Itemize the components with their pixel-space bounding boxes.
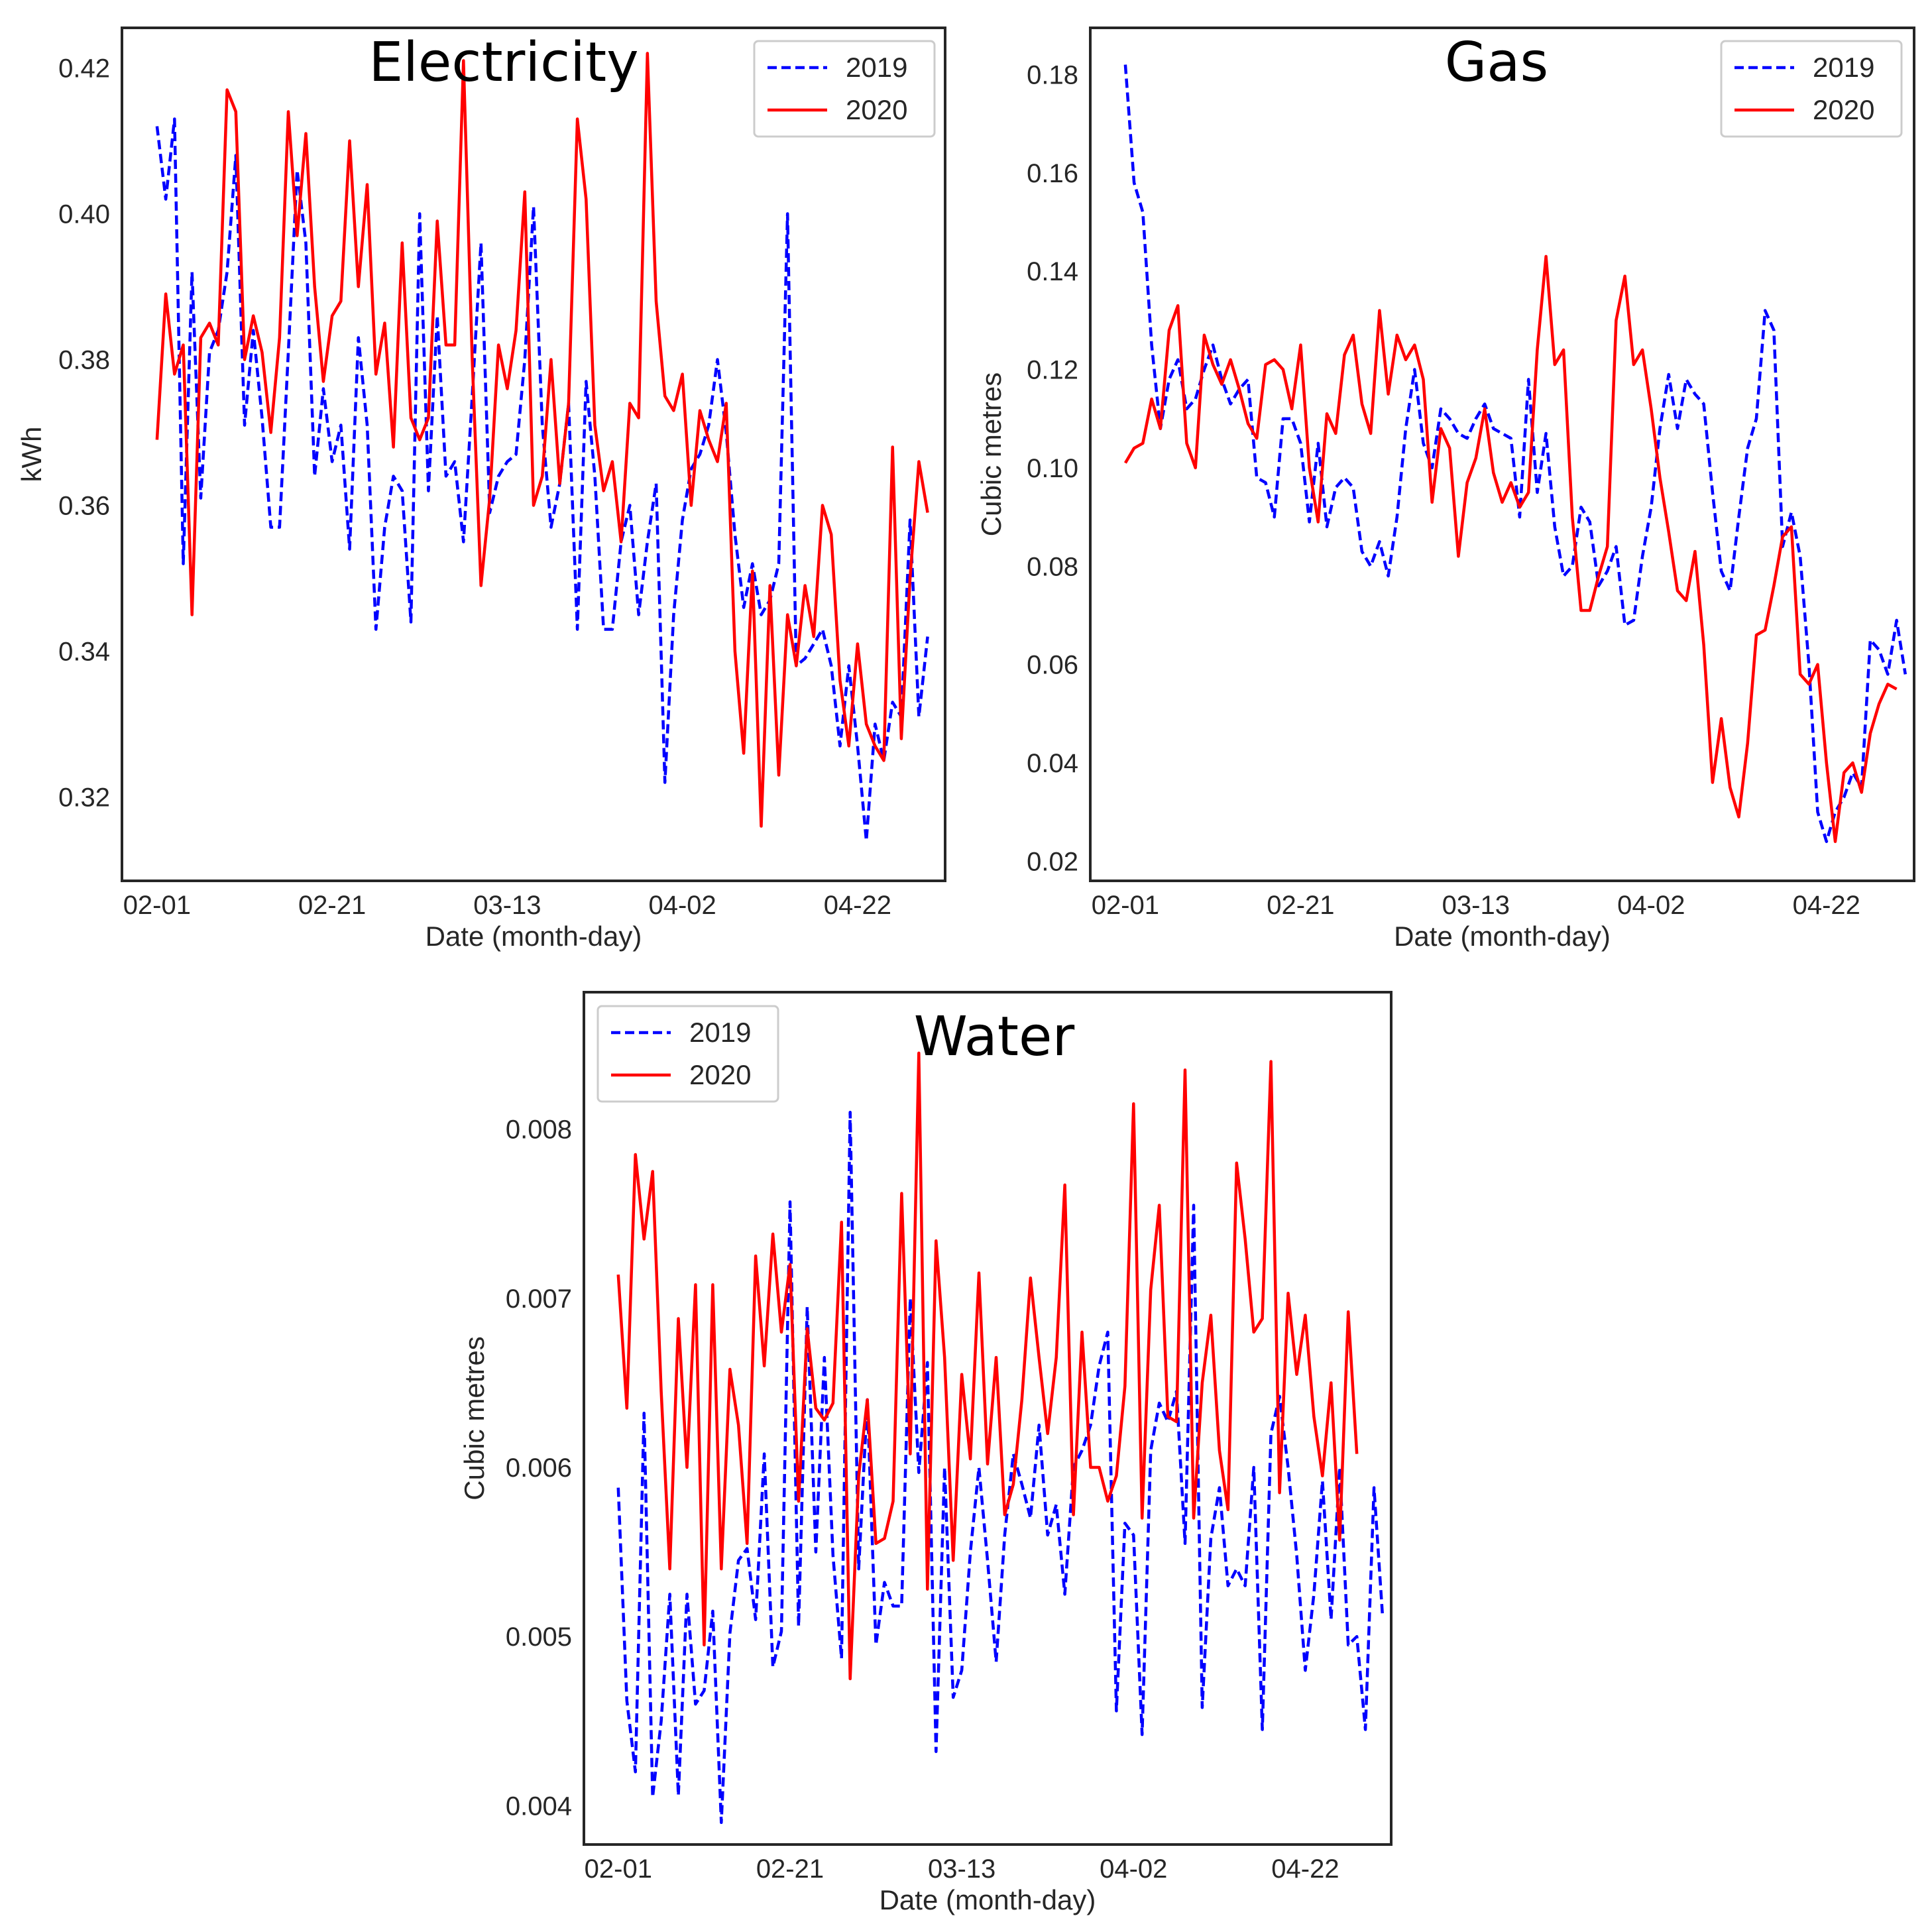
water-series-2020-line bbox=[616, 1051, 1359, 1681]
water-xtick-label: 02-21 bbox=[756, 1854, 824, 1884]
gas-chart-title: Gas bbox=[1445, 31, 1549, 94]
water-legend-label-2020: 2020 bbox=[689, 1059, 751, 1090]
water-xtick-label: 04-02 bbox=[1100, 1854, 1167, 1884]
water-x-axis-title: Date (month-day) bbox=[880, 1884, 1096, 1915]
electricity-xtick-label: 04-22 bbox=[824, 891, 891, 920]
gas-xtick-label: 02-21 bbox=[1267, 891, 1334, 920]
water-series-group bbox=[616, 1051, 1385, 1825]
electricity-xtick-label: 02-21 bbox=[298, 891, 366, 920]
electricity-xtick-label: 04-02 bbox=[648, 891, 716, 920]
electricity-legend-label-2019: 2019 bbox=[846, 52, 907, 83]
water-y-axis-title: Cubic metres bbox=[459, 1336, 490, 1500]
electricity-chart: 0.32 0.34 0.36 0.38 0.40 0.42 02-01 02-21 03-13 0… bbox=[16, 27, 946, 952]
electricity-legend-label-2020: 2020 bbox=[846, 94, 907, 125]
gas-plot-area bbox=[1090, 28, 1914, 881]
gas-ytick-label: 0.14 bbox=[1027, 257, 1078, 286]
electricity-ytick-label: 0.34 bbox=[58, 638, 110, 667]
water-legend-label-2019: 2019 bbox=[689, 1017, 751, 1048]
electricity-ytick-label: 0.32 bbox=[58, 783, 110, 813]
gas-ytick-label: 0.02 bbox=[1027, 847, 1078, 876]
gas-ytick-label: 0.06 bbox=[1027, 651, 1078, 680]
water-legend-box bbox=[597, 1005, 779, 1103]
gas-frame bbox=[1089, 27, 1915, 882]
electricity-x-axis-title: Date (month-day) bbox=[426, 921, 642, 952]
gas-xtick-label: 03-13 bbox=[1442, 891, 1510, 920]
electricity-legend-box bbox=[753, 40, 936, 138]
water-xtick-label: 02-01 bbox=[585, 1854, 652, 1884]
gas-chart: 0.02 0.04 0.06 0.08 0.10 0.12 0.14 0.16 0.18 02-0… bbox=[976, 27, 1915, 952]
gas-legend-label-2020: 2020 bbox=[1813, 94, 1874, 125]
gas-xtick-label: 04-02 bbox=[1617, 891, 1685, 920]
electricity-ytick-label: 0.42 bbox=[58, 54, 110, 84]
water-ytick-label: 0.005 bbox=[506, 1622, 572, 1652]
water-chart: 0.004 0.005 0.006 0.007 0.008 02-01 02-21 03-13… bbox=[459, 991, 1392, 1915]
water-ytick-label: 0.006 bbox=[506, 1453, 572, 1483]
gas-xtick-label: 02-01 bbox=[1092, 891, 1159, 920]
water-ytick-label: 0.007 bbox=[506, 1284, 572, 1314]
electricity-y-axis-title: kWh bbox=[16, 427, 47, 483]
gas-ytick-label: 0.04 bbox=[1027, 749, 1078, 778]
gas-series-group bbox=[1123, 64, 1907, 843]
gas-ytick-label: 0.10 bbox=[1027, 454, 1078, 483]
gas-series-2020-line bbox=[1123, 255, 1898, 843]
gas-ytick-label: 0.16 bbox=[1027, 159, 1078, 188]
gas-legend-box bbox=[1720, 40, 1903, 138]
gas-series-2019-line bbox=[1123, 64, 1907, 843]
electricity-series-group bbox=[155, 52, 929, 842]
gas-ytick-label: 0.18 bbox=[1027, 60, 1078, 89]
electricity-xtick-label: 03-13 bbox=[473, 891, 541, 920]
gas-x-axis-title: Date (month-day) bbox=[1394, 921, 1611, 952]
gas-legend-label-2019: 2019 bbox=[1813, 52, 1874, 83]
water-ytick-label: 0.004 bbox=[506, 1791, 572, 1821]
water-chart-title: Water bbox=[914, 1005, 1075, 1068]
gas-y-axis-title: Cubic metres bbox=[976, 372, 1007, 536]
gas-ytick-label: 0.12 bbox=[1027, 356, 1078, 385]
electricity-ytick-label: 0.40 bbox=[58, 200, 110, 229]
water-series-2019-line bbox=[616, 1110, 1385, 1825]
water-xtick-label: 03-13 bbox=[928, 1854, 995, 1884]
water-ytick-label: 0.008 bbox=[506, 1115, 572, 1145]
electricity-series-2020-line bbox=[155, 52, 929, 828]
water-xtick-label: 04-22 bbox=[1271, 1854, 1339, 1884]
electricity-frame bbox=[121, 27, 946, 882]
electricity-ytick-label: 0.38 bbox=[58, 346, 110, 375]
water-frame bbox=[583, 991, 1392, 1846]
electricity-ytick-label: 0.36 bbox=[58, 492, 110, 521]
electricity-xtick-label: 02-01 bbox=[123, 891, 191, 920]
gas-xtick-label: 04-22 bbox=[1793, 891, 1860, 920]
gas-ytick-label: 0.08 bbox=[1027, 552, 1078, 581]
water-plot-area bbox=[584, 992, 1391, 1845]
electricity-series-2019-line bbox=[155, 117, 929, 842]
electricity-chart-title: Electricity bbox=[369, 31, 638, 94]
